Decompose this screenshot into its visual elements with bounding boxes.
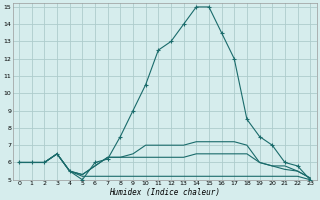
X-axis label: Humidex (Indice chaleur): Humidex (Indice chaleur): [109, 188, 220, 197]
